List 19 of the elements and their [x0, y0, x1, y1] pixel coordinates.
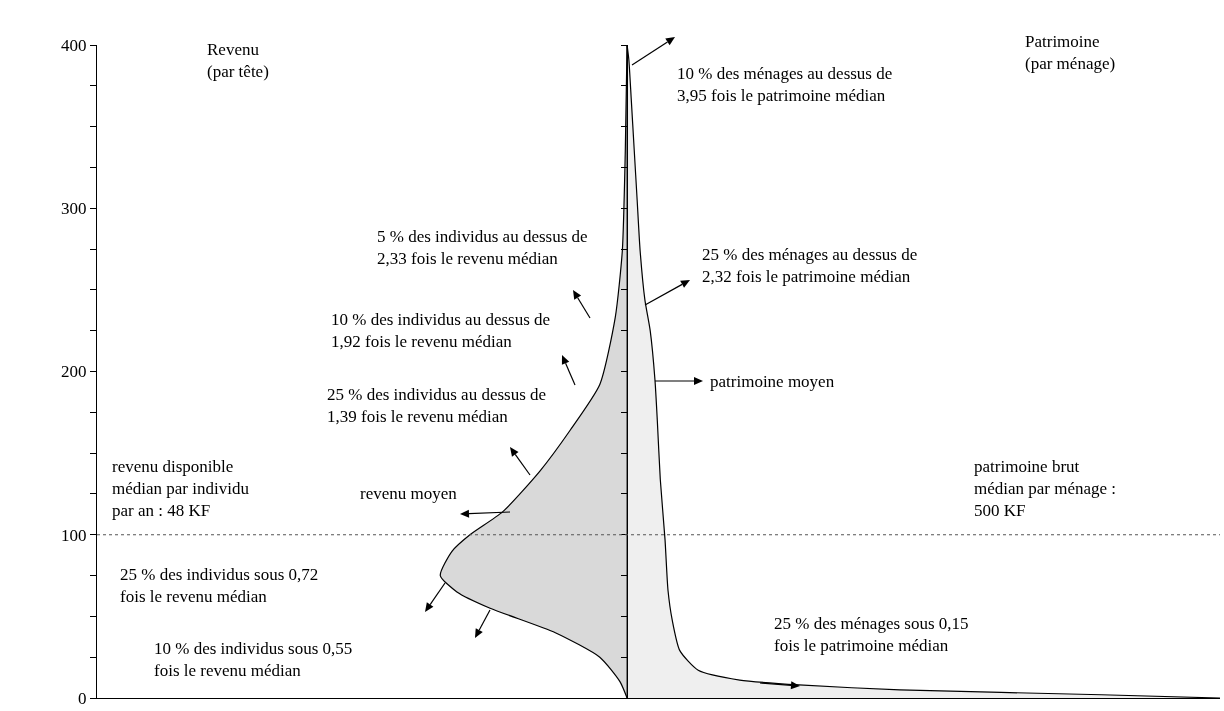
- text: 25 % des individus sous 0,72 fois le revenu médian: [120, 565, 319, 607]
- y-tick-label: 200: [61, 362, 87, 382]
- y-tick-label: 300: [61, 199, 87, 219]
- annotation: 25 % des individus au dessus de 1,39 fois le revenu médian: [327, 385, 547, 427]
- annotation: revenu moyen: [360, 484, 458, 503]
- annotation: patrimoine moyen: [710, 372, 835, 391]
- text: 10 % des individus sous 0,55 fois le revenu médian: [154, 639, 353, 681]
- annotation: Patrimoine (par ménage): [1025, 32, 1116, 74]
- annotation: patrimoine brut médian par ménage : 500 KF: [974, 457, 1117, 521]
- y-tick-label: 400: [61, 35, 87, 55]
- annotation: 10 % des ménages au dessus de 3,95 fois le patrimoine médian: [677, 64, 893, 106]
- text: revenu disponible médian par individu par an : 48 KF: [112, 457, 250, 521]
- annotation: 10 % des individus au dessus de 1,92 fois le revenu médian: [331, 310, 551, 352]
- annotation: 5 % des individus au dessus de 2,33 fois le revenu médian: [377, 227, 588, 269]
- annotation: 25 % des ménages sous 0,15 fois le patrimoine médian: [774, 614, 969, 656]
- text: Revenu (par tête): [207, 40, 269, 82]
- y-tick-label: 100: [61, 525, 87, 545]
- annotation: 25 % des ménages au dessus de 2,32 fois le patrimoine médian: [702, 245, 918, 287]
- y-tick-label: 0: [78, 688, 87, 708]
